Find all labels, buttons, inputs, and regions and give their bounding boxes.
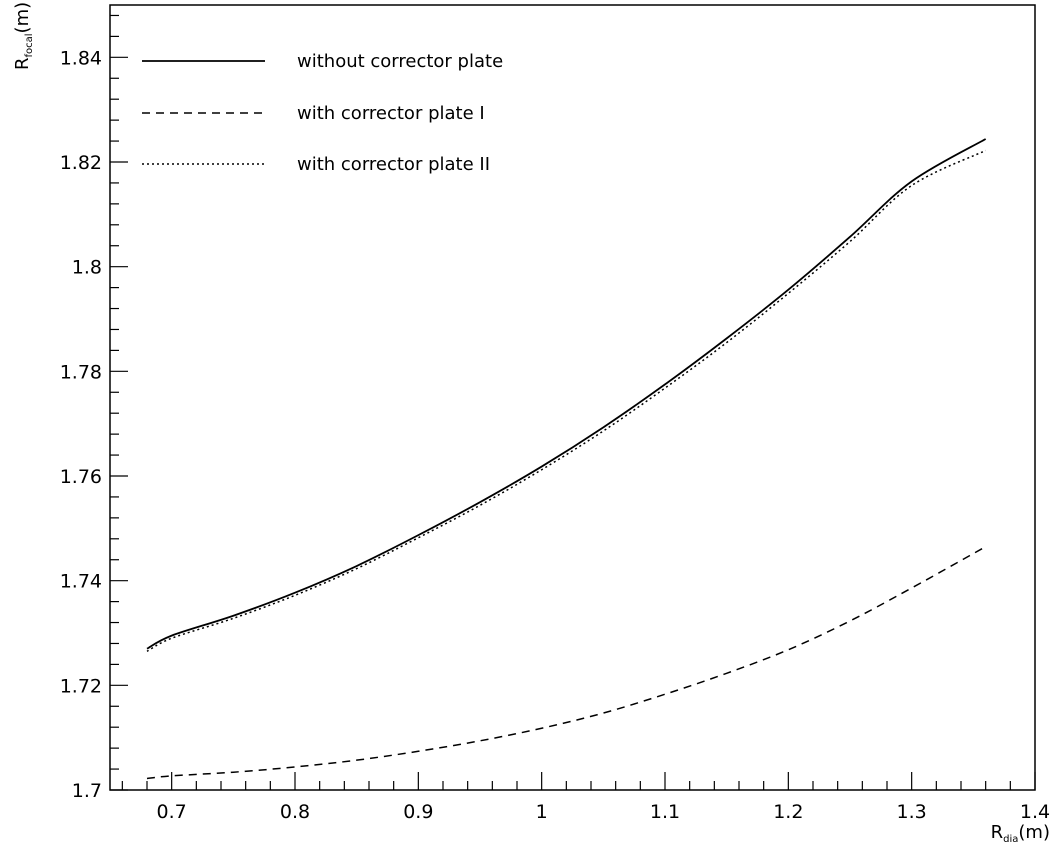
legend-label-1: with corrector plate I: [297, 103, 485, 124]
x-axis-tick-labels: 0.7 0.8 0.9 1 1.1 1.2 1.3 1.4: [157, 801, 1051, 823]
y-axis-title-main: R: [12, 57, 33, 70]
x-tick-label: 1.4: [1020, 801, 1050, 823]
x-axis-title-sub: dia: [1003, 834, 1018, 845]
x-tick-label: 0.7: [157, 801, 187, 823]
x-tick-label: 1.3: [897, 801, 927, 823]
x-tick-label: 0.8: [280, 801, 310, 823]
y-axis-ticks: [110, 14, 128, 791]
y-tick-label: 1.8: [72, 257, 102, 279]
y-tick-label: 1.7: [72, 780, 102, 802]
y-axis-title: Rfocal(m): [12, 2, 35, 70]
x-axis-ticks: [121, 772, 1036, 790]
y-tick-label: 1.74: [60, 571, 102, 593]
x-tick-label: 1.1: [650, 801, 680, 823]
x-axis-title-main: R: [991, 822, 1004, 843]
y-tick-label: 1.78: [60, 361, 102, 383]
y-tick-label: 1.82: [60, 152, 102, 174]
y-tick-label: 1.84: [60, 47, 102, 69]
x-axis-title: Rdia(m): [991, 822, 1050, 845]
y-tick-label: 1.76: [60, 466, 102, 488]
y-axis-tick-labels: 1.7 1.72 1.74 1.76 1.78 1.8 1.82 1.84: [60, 47, 102, 802]
y-axis-title-unit: (m): [12, 2, 33, 34]
series-line-0: [146, 138, 987, 650]
legend-label-2: with corrector plate II: [297, 154, 490, 175]
plot-frame: [109, 4, 1036, 791]
x-tick-label: 1: [536, 801, 548, 823]
y-tick-label: 1.72: [60, 675, 102, 697]
series-line-1: [146, 545, 987, 780]
legend: without corrector plate with corrector p…: [142, 51, 503, 175]
legend-label-0: without corrector plate: [297, 51, 503, 72]
series-layer: [146, 138, 987, 780]
y-axis-title-sub: focal: [24, 33, 35, 57]
x-axis-title-unit: (m): [1018, 822, 1050, 843]
series-line-2: [146, 149, 986, 652]
x-tick-label: 1.2: [773, 801, 803, 823]
x-tick-label: 0.9: [403, 801, 433, 823]
